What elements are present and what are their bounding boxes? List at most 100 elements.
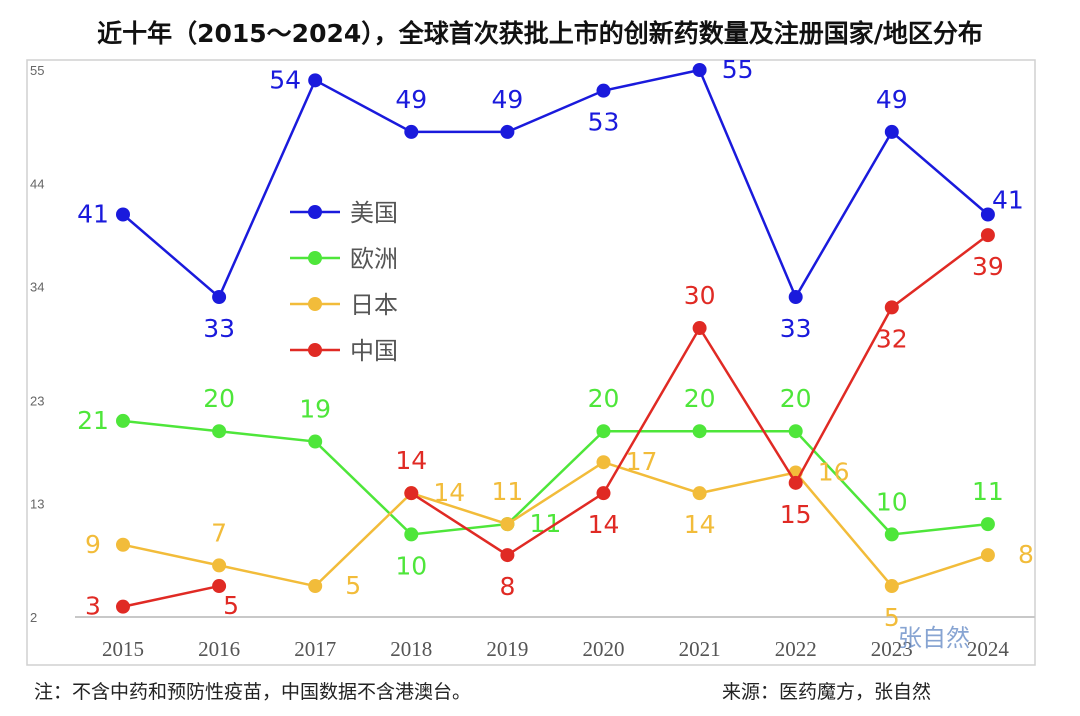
data-label: 14 xyxy=(433,478,465,507)
data-point xyxy=(212,558,227,573)
data-point xyxy=(500,517,515,532)
data-point xyxy=(788,290,803,305)
data-label: 41 xyxy=(992,185,1024,214)
data-label: 20 xyxy=(780,384,812,413)
data-point xyxy=(596,486,611,501)
x-tick-label: 2024 xyxy=(967,637,1010,661)
data-label: 5 xyxy=(884,603,900,632)
data-label: 11 xyxy=(972,477,1004,506)
x-tick-label: 2020 xyxy=(583,637,625,661)
data-label: 14 xyxy=(395,446,427,475)
data-label: 53 xyxy=(588,108,620,137)
data-point xyxy=(404,486,419,501)
series-line-美国 xyxy=(122,68,989,300)
watermark: 张自然 xyxy=(898,624,970,652)
data-label: 49 xyxy=(876,85,908,114)
data-point xyxy=(980,228,995,243)
legend-marker xyxy=(308,251,322,265)
data-label: 11 xyxy=(491,477,523,506)
data-label: 49 xyxy=(395,85,427,114)
data-label: 49 xyxy=(491,85,523,114)
x-tick-label: 2023 xyxy=(871,637,913,661)
legend-label: 美国 xyxy=(350,199,398,227)
data-point xyxy=(692,486,707,501)
x-tick-label: 2018 xyxy=(390,637,432,661)
y-tick-label: 34 xyxy=(30,280,44,295)
x-tick-label: 2015 xyxy=(102,637,144,661)
data-point xyxy=(884,300,899,315)
data-point xyxy=(884,527,899,542)
data-point xyxy=(884,579,899,594)
data-point xyxy=(788,424,803,439)
data-label: 8 xyxy=(1018,540,1034,569)
data-label: 20 xyxy=(588,384,620,413)
data-point xyxy=(596,455,611,470)
data-point xyxy=(596,424,611,439)
data-point xyxy=(116,537,130,552)
data-point xyxy=(980,207,995,222)
x-tick-label: 2016 xyxy=(198,637,240,661)
data-label: 30 xyxy=(684,281,716,310)
chart-title: 近十年（2015～2024），全球首次获批上市的创新药数量及注册国家/地区分布 xyxy=(97,19,983,48)
data-point xyxy=(500,548,515,563)
y-tick-label: 23 xyxy=(30,393,44,408)
data-label: 8 xyxy=(499,572,515,601)
x-tick-label: 2017 xyxy=(294,637,336,661)
data-label: 33 xyxy=(203,314,235,343)
data-point xyxy=(692,63,707,77)
data-label: 10 xyxy=(876,487,908,516)
legend-label: 中国 xyxy=(350,337,398,365)
data-label: 21 xyxy=(77,406,109,435)
data-label: 19 xyxy=(299,395,331,424)
series-line-中国 xyxy=(122,584,220,608)
data-label: 33 xyxy=(780,314,812,343)
series-line-日本 xyxy=(122,460,989,588)
data-point xyxy=(308,434,323,449)
data-point xyxy=(596,83,611,98)
data-label: 9 xyxy=(85,530,101,559)
x-tick-label: 2019 xyxy=(486,637,528,661)
data-label: 32 xyxy=(876,324,908,353)
data-label: 20 xyxy=(203,384,235,413)
data-point xyxy=(788,475,803,490)
y-tick-label: 44 xyxy=(30,177,44,192)
data-point xyxy=(404,124,419,139)
data-point xyxy=(308,579,323,594)
data-label: 14 xyxy=(588,510,620,539)
data-label: 39 xyxy=(972,252,1004,281)
data-point xyxy=(980,517,995,532)
data-point xyxy=(212,579,227,594)
data-point xyxy=(692,321,707,336)
data-point xyxy=(116,207,130,222)
data-point xyxy=(692,424,707,439)
data-point xyxy=(404,527,419,542)
data-label: 15 xyxy=(780,500,812,529)
plot-frame xyxy=(26,59,1036,666)
data-label: 16 xyxy=(818,458,850,487)
data-label: 10 xyxy=(395,551,427,580)
data-label: 55 xyxy=(722,55,754,84)
data-label: 41 xyxy=(77,199,109,228)
data-label: 17 xyxy=(626,447,658,476)
data-label: 20 xyxy=(684,384,716,413)
data-point xyxy=(212,424,227,439)
data-point xyxy=(212,290,227,305)
data-point xyxy=(116,599,130,614)
data-point xyxy=(116,413,130,428)
legend-marker xyxy=(308,205,322,219)
data-label: 54 xyxy=(269,65,301,94)
data-point xyxy=(884,124,899,139)
data-point xyxy=(980,548,995,563)
x-tick-label: 2022 xyxy=(775,637,817,661)
data-label: 3 xyxy=(85,592,101,621)
data-point xyxy=(500,124,515,139)
legend-label: 欧洲 xyxy=(350,245,398,273)
source-note: 来源：医药魔方，张自然 xyxy=(722,681,932,703)
y-tick-label: 2 xyxy=(30,610,37,625)
series-line-欧洲 xyxy=(122,419,989,536)
y-tick-label: 13 xyxy=(30,496,44,511)
legend-label: 日本 xyxy=(350,291,398,319)
x-tick-label: 2021 xyxy=(679,637,721,661)
data-label: 5 xyxy=(345,571,361,600)
